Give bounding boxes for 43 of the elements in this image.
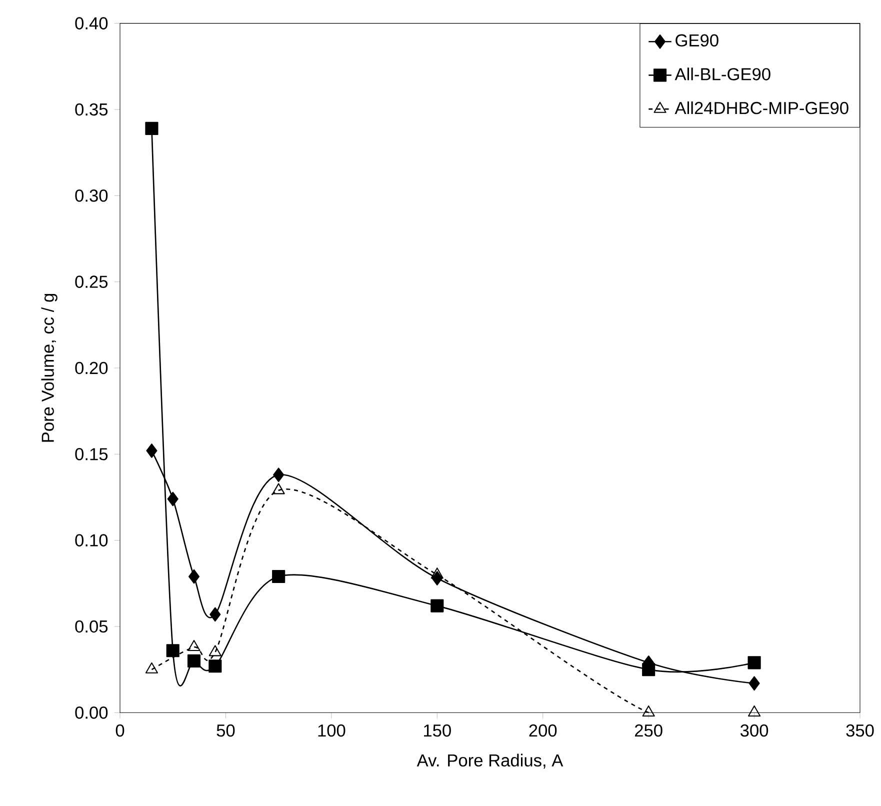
point [208,660,222,673]
point [748,656,761,670]
point [642,663,656,676]
y-tick-label: 0.10 [75,534,108,546]
point [272,483,285,494]
legend-label: GE90 [676,34,718,47]
legend-label: All-BL-GE90 [674,68,770,80]
x-tick-label: 100 [318,724,346,737]
point [146,444,158,458]
point [166,644,180,658]
point [430,568,444,579]
point [208,645,222,656]
x-axis-title: Av. Pore Radius, A [416,754,564,769]
point [273,468,284,482]
y-tick-label: 0.05 [75,620,108,633]
point [210,607,221,622]
point [748,705,761,717]
x-tick-label: 0 [116,724,124,737]
y-tick-label: 0.30 [75,190,108,202]
point [642,705,655,717]
legend-label: All24DHBC-MIP-GE90 [674,101,848,114]
point [748,676,760,691]
point [145,122,158,135]
point [272,570,286,584]
point [187,654,201,668]
point [430,599,444,612]
x-tick-label: 50 [216,724,235,737]
point [188,640,200,652]
y-tick-label: 0.20 [75,362,108,374]
x-tick-label: 200 [529,724,557,737]
x-tick-label: 150 [424,724,451,737]
x-tick-label: 300 [740,724,768,737]
y-tick-label: 0.15 [75,448,108,460]
y-axis-title: Pore Volume, cc / g [41,294,58,442]
y-tick-label: 0.00 [75,706,108,719]
point [188,569,200,584]
y-tick-label: 0.40 [75,17,108,30]
point [167,492,178,506]
point [145,662,158,674]
x-tick-label: 350 [846,724,874,737]
y-tick-label: 0.35 [75,103,108,116]
y-tick-label: 0.25 [75,276,108,288]
x-tick-label: 250 [634,724,662,737]
